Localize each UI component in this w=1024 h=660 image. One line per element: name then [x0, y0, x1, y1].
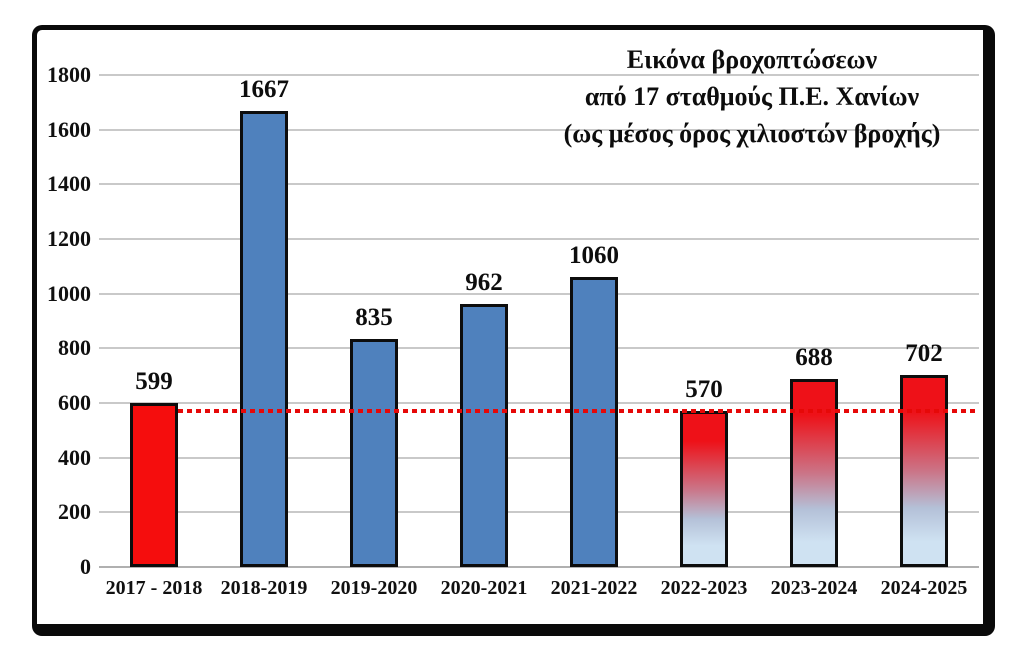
- chart-title-line-1: Εικόνα βροχοπτώσεων: [626, 45, 878, 74]
- gridline-400: [99, 456, 979, 459]
- bar-value-label: 599: [135, 368, 173, 395]
- gridline-1800: [99, 74, 979, 77]
- x-axis-category-label: 2024-2025: [880, 577, 968, 599]
- gridline-1600: [99, 128, 979, 131]
- reference-line: [178, 409, 979, 414]
- y-axis-tick-label: 0: [80, 554, 91, 579]
- bar-2017-2018: [130, 403, 178, 567]
- bar-2021-2022: [570, 277, 618, 567]
- gridline-800: [99, 347, 979, 350]
- y-axis-tick-label: 1600: [47, 116, 91, 142]
- bar-value-label: 962: [465, 269, 503, 296]
- x-axis-category-label: 2022-2023: [660, 577, 748, 599]
- x-axis-category-label: 2018-2019: [220, 577, 308, 599]
- gridline-200: [99, 511, 979, 514]
- bar-2024-2025: [900, 375, 948, 567]
- chart-title-line-2: από 17 σταθμούς Π.Ε. Χανίων: [584, 81, 920, 111]
- bar-2023-2024: [790, 379, 838, 567]
- chart-title-line-3: (ως μέσος όρος χιλιοστών βροχής): [563, 118, 941, 148]
- bar-value-label: 1060: [569, 242, 619, 269]
- bar-value-label: 835: [355, 304, 393, 331]
- x-axis-category-label: 2020-2021: [440, 577, 528, 599]
- x-axis-category-label: 2023-2024: [770, 577, 858, 599]
- gridline-1200: [99, 238, 979, 240]
- y-axis-tick-label: 1200: [47, 226, 91, 251]
- y-axis-tick-label: 1800: [47, 62, 91, 87]
- bar-2019-2020: [350, 339, 398, 567]
- bar-value-label: 1667: [239, 76, 289, 103]
- bar-value-label: 688: [795, 344, 833, 371]
- x-axis-category-label: 2019-2020: [330, 577, 418, 599]
- x-axis-category-label: 2017 - 2018: [105, 577, 203, 599]
- y-axis-tick-label: 600: [58, 390, 91, 415]
- plot-area: 0 200 400 600 800 1000 1200 1400 1600 1800 599 2017…: [47, 62, 979, 599]
- y-axis-tick-label: 200: [58, 499, 91, 525]
- y-axis-tick-label: 800: [58, 335, 91, 361]
- y-axis-tick-label: 1400: [47, 171, 91, 197]
- chart-frame: Εικόνα βροχοπτώσεων από 17 σταθμούς Π.Ε.…: [32, 25, 995, 636]
- x-axis-category-label: 2021-2022: [550, 577, 638, 599]
- bar-2020-2021: [460, 304, 508, 567]
- gridline-1400: [99, 183, 979, 186]
- bar-value-label: 702: [905, 340, 943, 367]
- gridline-600: [99, 402, 979, 404]
- bar-2018-2019: [240, 111, 288, 567]
- x-axis-line: [99, 566, 979, 568]
- chart-title: Εικόνα βροχοπτώσεων από 17 σταθμούς Π.Ε.…: [527, 42, 977, 153]
- y-axis-tick-label: 400: [58, 444, 91, 470]
- gridline-1000: [99, 292, 979, 295]
- bar-value-label: 570: [685, 376, 723, 403]
- y-axis-tick-label: 1000: [47, 280, 91, 306]
- bar-2022-2023: [680, 411, 728, 567]
